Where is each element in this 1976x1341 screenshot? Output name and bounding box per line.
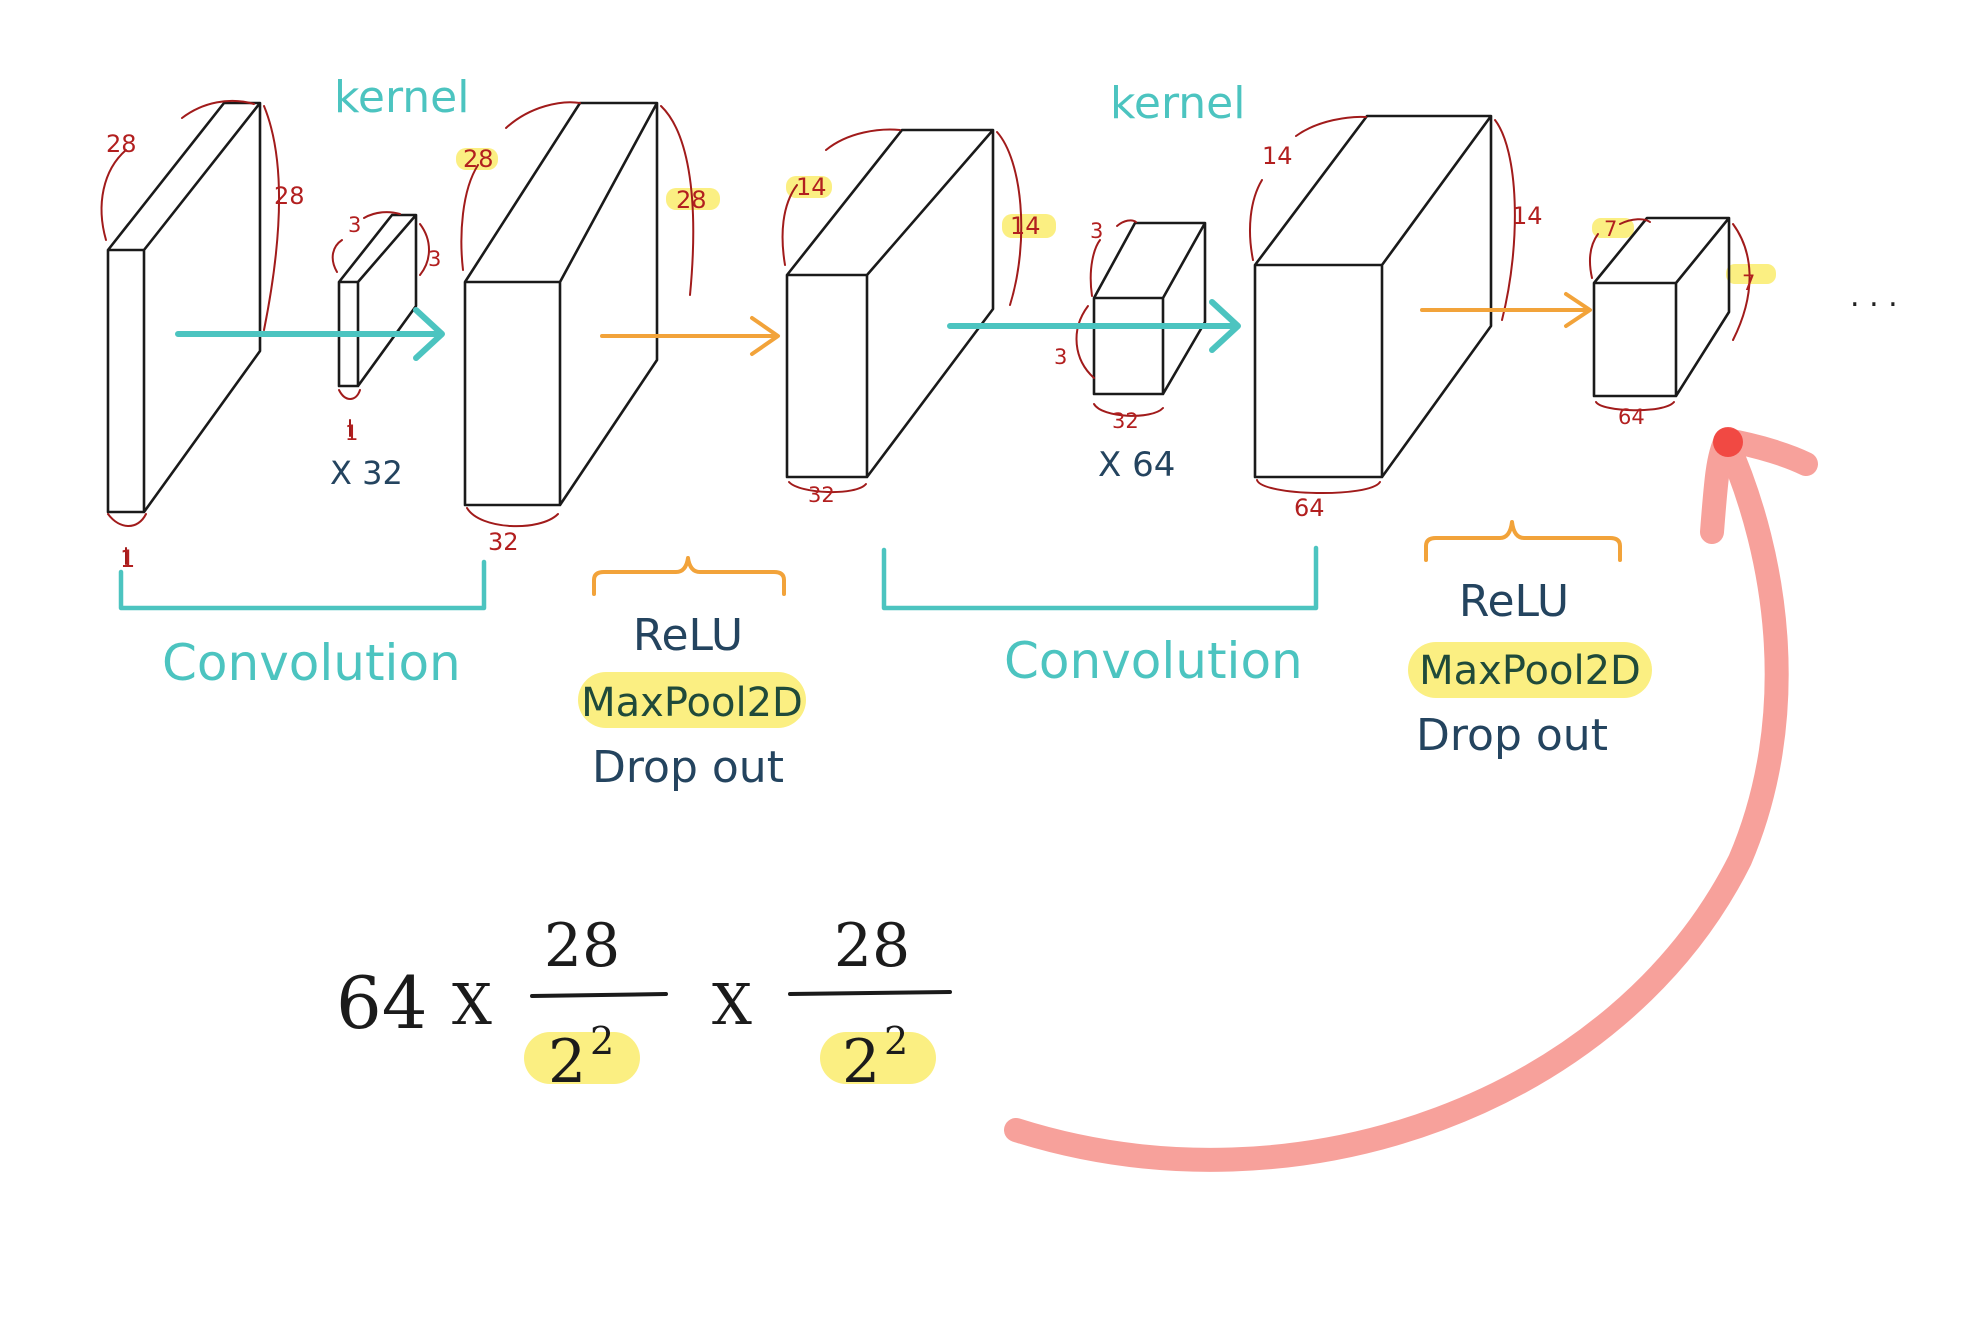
kernel-1-volume [337, 213, 418, 388]
convolution-bracket-2 [881, 545, 1319, 611]
conv2-height-label: 14 [1262, 142, 1293, 170]
return-arrow-curve [1004, 428, 1789, 1172]
kernel-1-label: kernel [334, 72, 469, 123]
relu-2-label: ReLU [1459, 576, 1569, 627]
input-volume [106, 101, 262, 514]
formula-fraction-1-base: 2 [548, 1027, 586, 1097]
activation-arrows [600, 292, 1592, 356]
activation-brace-2 [1424, 520, 1622, 562]
activation-arrow-2 [1420, 292, 1592, 328]
kernel-labels: kernel kernel X 32 X 64 [330, 72, 1245, 492]
pool2-volume [1592, 216, 1731, 398]
formula-fraction-1-exponent: 2 [590, 1019, 614, 1063]
dropout-1-label: Drop out [592, 742, 784, 793]
convolution-arrow-1 [175, 307, 445, 361]
input-width-label: 28 [274, 182, 305, 210]
formula-times-1: X [452, 973, 492, 1038]
flatten-size-formula: 64 X 28 2 2 X 28 2 2 [336, 911, 952, 1097]
activation-braces [592, 520, 1622, 596]
formula-fraction-1-bar [530, 992, 668, 998]
kernel-2-label: kernel [1110, 78, 1245, 129]
convolution-brackets: Convolution Convolution [118, 545, 1319, 692]
highlight-pool1-width [1002, 214, 1056, 238]
pool1-volume [785, 128, 995, 479]
highlight-formula-denominator-1 [524, 1032, 640, 1084]
formula-fraction-2-base: 2 [842, 1027, 880, 1097]
convolution-2-label: Convolution [1004, 632, 1303, 690]
conv2-width-label: 14 [1512, 202, 1543, 230]
operation-labels-2: ReLU MaxPool2D Drop out [1416, 576, 1641, 761]
dimension-curves [100, 99, 1751, 565]
maxpool-2-label: MaxPool2D [1419, 648, 1641, 694]
kernel2-depth-label: 32 [1112, 409, 1139, 433]
relu-1-label: ReLU [633, 610, 743, 661]
highlight-conv1-height [456, 148, 498, 170]
return-arrow-tip [1713, 427, 1743, 457]
highlight-formula-denominator-2 [820, 1032, 936, 1084]
pool1-width-label: 14 [1010, 212, 1041, 240]
convolution-1-label: Convolution [162, 634, 461, 692]
pool1-depth-label: 32 [808, 483, 835, 507]
kernel-2-multiplier: X 64 [1098, 445, 1175, 485]
input-height-label: 28 [106, 130, 137, 158]
highlight-maxpool-1 [578, 672, 806, 728]
formula-times-2: X [712, 973, 752, 1038]
convolution-arrows [175, 299, 1241, 361]
input-depth-label: 1 [120, 545, 135, 573]
operation-labels-1: ReLU MaxPool2D Drop out [581, 610, 803, 793]
formula-coefficient: 64 [336, 961, 428, 1045]
conv1-depth-label: 32 [488, 528, 519, 556]
kernel2-width-label: 3 [1054, 345, 1067, 369]
highlight-pool1-height [786, 176, 832, 198]
activation-arrow-1 [600, 316, 780, 356]
kernel2-height-label: 3 [1090, 219, 1103, 243]
conv2-depth-label: 64 [1294, 494, 1325, 522]
formula-fraction-2-exponent: 2 [884, 1019, 908, 1063]
kernel1-width-label: 3 [428, 247, 441, 271]
maxpool-1-label: MaxPool2D [581, 680, 803, 726]
highlights [456, 148, 1776, 1084]
continuation-ellipsis: . . . [1850, 279, 1898, 314]
kernel-2-volume [1092, 221, 1207, 396]
return-arrow [1004, 427, 1818, 1172]
formula-fraction-2-bar [788, 990, 952, 996]
convolution-arrow-2 [947, 299, 1241, 353]
highlight-maxpool-2 [1408, 642, 1652, 698]
conv1-volume [463, 101, 659, 507]
conv1-width-label: 28 [676, 186, 707, 214]
conv1-height-label: 28 [463, 145, 494, 173]
conv2-volume [1253, 114, 1493, 479]
kernel1-depth-label: 1 [345, 421, 358, 445]
dimension-labels: 28 28 1 3 3 1 28 28 32 14 14 32 3 3 32 1… [106, 130, 1755, 573]
highlight-pool2-width [1726, 264, 1776, 284]
pool1-height-label: 14 [796, 173, 827, 201]
kernel1-height-label: 3 [348, 213, 361, 237]
activation-brace-1 [592, 556, 786, 596]
formula-fraction-2-numerator: 28 [834, 911, 910, 981]
kernel-1-multiplier: X 32 [330, 454, 403, 492]
dropout-2-label: Drop out [1416, 710, 1608, 761]
convolution-bracket-1 [118, 559, 487, 611]
pool2-height-label: 7 [1604, 217, 1617, 241]
pool2-width-label: 7 [1742, 271, 1755, 295]
formula-fraction-1-numerator: 28 [544, 911, 620, 981]
pool2-depth-label: 64 [1618, 405, 1645, 429]
